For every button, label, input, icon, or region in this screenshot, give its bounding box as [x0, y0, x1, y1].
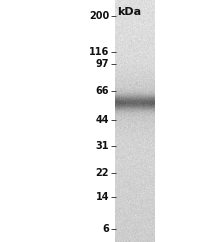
Text: 200: 200 — [89, 11, 109, 21]
Text: 44: 44 — [95, 115, 109, 125]
Text: 6: 6 — [102, 224, 109, 234]
Text: kDa: kDa — [118, 7, 142, 17]
Text: 22: 22 — [95, 168, 109, 178]
Text: 116: 116 — [89, 47, 109, 57]
Text: 31: 31 — [95, 141, 109, 151]
Text: 14: 14 — [95, 192, 109, 202]
Text: 97: 97 — [95, 59, 109, 69]
Text: 66: 66 — [95, 86, 109, 96]
